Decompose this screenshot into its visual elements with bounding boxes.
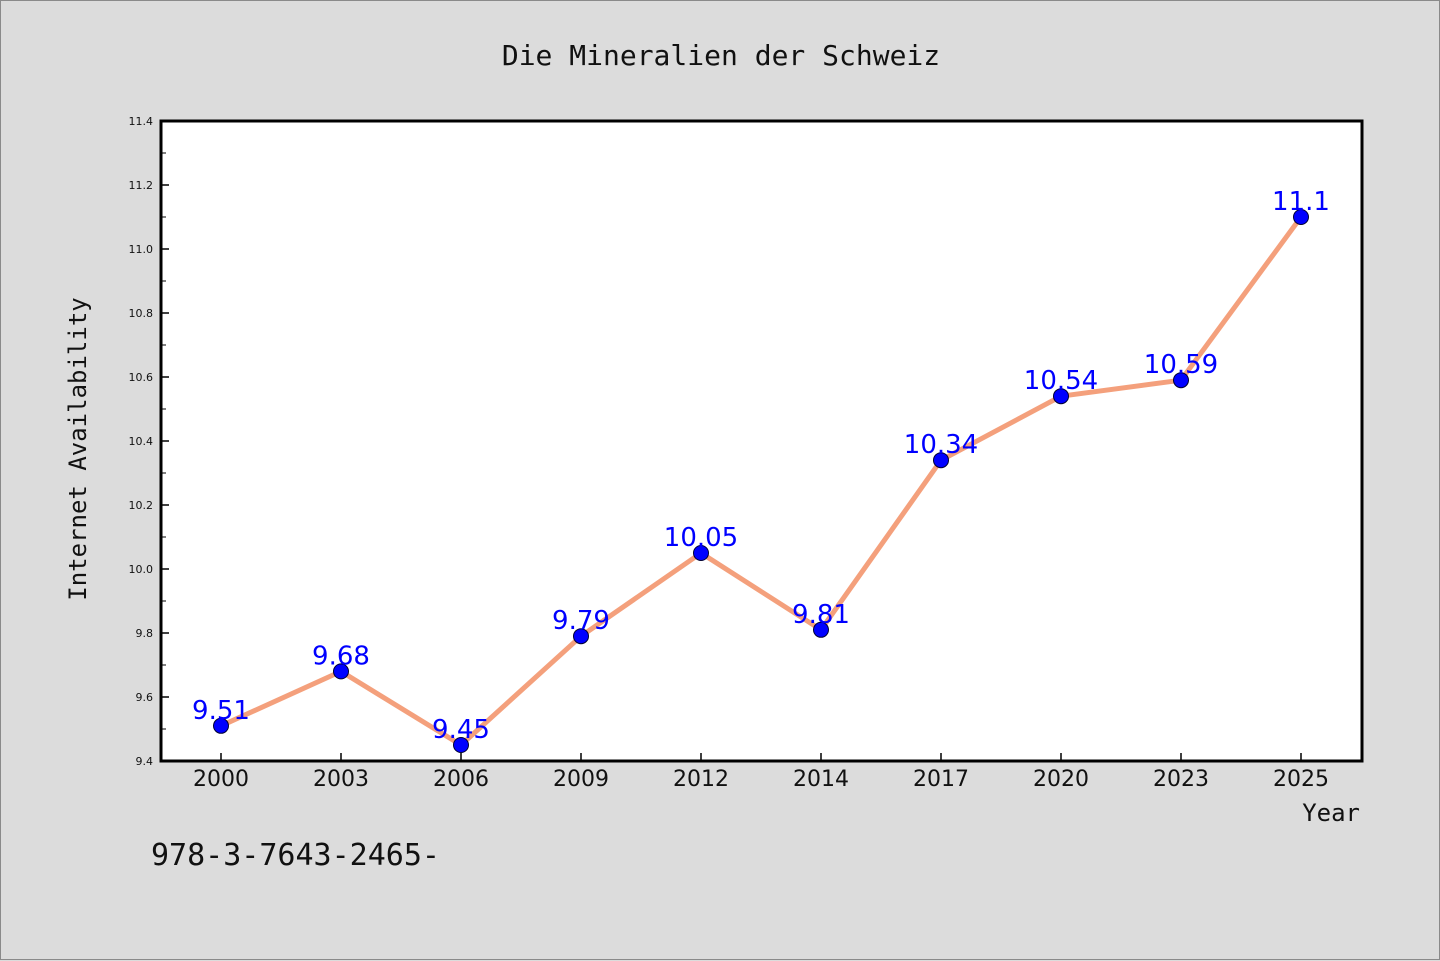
y-tick-label: 10.6 (129, 371, 154, 384)
x-axis-ticks: 2000 2003 2006 2009 2012 2014 2017 2020 2023 2025 (193, 753, 1329, 792)
y-axis-label: Internet Availability (64, 297, 92, 600)
x-tick-label: 2006 (433, 767, 489, 792)
data-point (813, 621, 829, 638)
data-point (573, 628, 589, 645)
data-label: 11.1 (1272, 187, 1330, 217)
data-point (1293, 209, 1309, 225)
data-label: 10.59 (1144, 350, 1218, 380)
series-markers (213, 209, 1309, 753)
data-label: 10.34 (904, 430, 978, 460)
data-labels: 9.51 9.68 9.45 9.79 10.05 9.81 10.34 10.54 10.59… (192, 187, 1330, 745)
data-point (453, 737, 469, 753)
y-tick-label: 10.0 (129, 563, 154, 576)
data-point (333, 663, 349, 680)
data-point (213, 717, 229, 734)
plot-border (159, 119, 1364, 763)
x-tick-label: 2003 (313, 767, 369, 792)
data-point (1173, 372, 1189, 389)
footer-isbn: 978-3-7643-2465- (151, 838, 440, 873)
data-label: 10.54 (1024, 366, 1098, 396)
data-label: 9.68 (312, 641, 370, 671)
x-tick-label: 2017 (913, 767, 969, 792)
data-label: 9.45 (432, 715, 490, 745)
data-label: 9.51 (192, 696, 250, 726)
data-label: 10.05 (664, 523, 738, 553)
data-point (933, 452, 949, 469)
plot-area (161, 121, 1362, 761)
data-point (1053, 388, 1069, 405)
chart-title: Die Mineralien der Schweiz (502, 39, 940, 72)
x-tick-label: 2009 (553, 767, 609, 792)
x-tick-label: 2025 (1273, 767, 1329, 792)
y-tick-label: 11.4 (129, 115, 154, 128)
data-label: 9.81 (792, 600, 850, 630)
y-tick-label: 10.4 (129, 435, 154, 448)
x-axis-label: Year (1302, 799, 1360, 827)
x-tick-label: 2014 (793, 767, 849, 792)
y-tick-label: 9.8 (136, 627, 154, 640)
y-tick-label: 9.4 (136, 755, 154, 768)
y-tick-label: 11.2 (129, 179, 154, 192)
data-label: 9.79 (552, 606, 610, 636)
y-tick-label: 10.2 (129, 499, 154, 512)
x-tick-label: 2012 (673, 767, 729, 792)
y-axis-ticks: 9.4 9.6 9.8 10.0 10.2 10.4 10.6 10.8 11.0 11.2 11.… (129, 115, 169, 768)
x-tick-label: 2023 (1153, 767, 1209, 792)
y-tick-label: 9.6 (136, 691, 154, 704)
data-point (693, 545, 709, 561)
x-tick-label: 2000 (193, 767, 249, 792)
x-tick-label: 2020 (1033, 767, 1089, 792)
y-tick-label: 10.8 (129, 307, 154, 320)
y-tick-label: 11.0 (129, 243, 154, 256)
series-line (218, 214, 1304, 748)
